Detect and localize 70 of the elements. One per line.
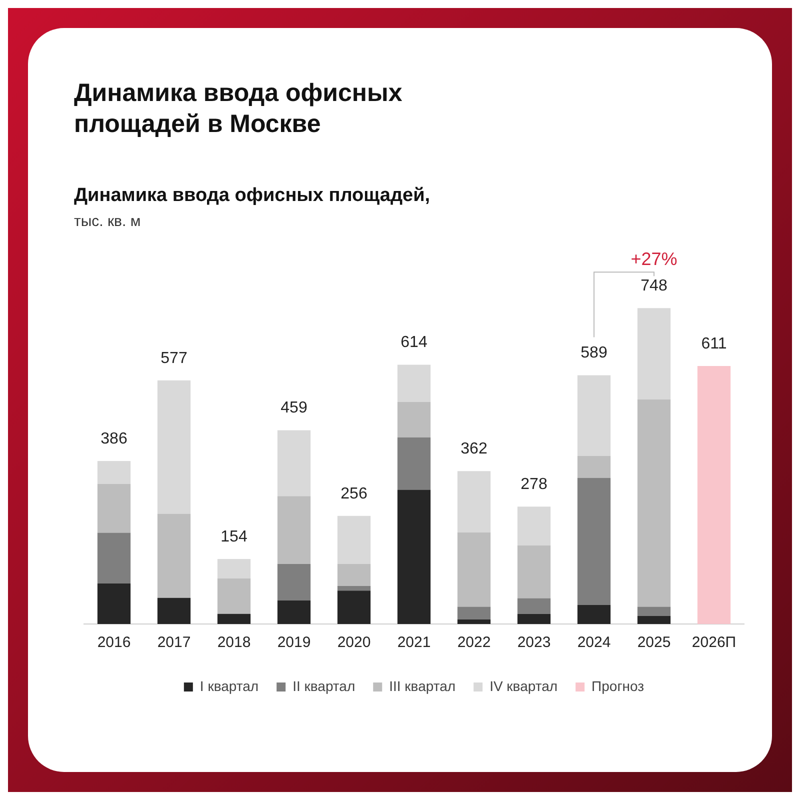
- bar: [517, 544, 551, 598]
- total-label: 614: [400, 334, 428, 351]
- chart-subtitle: Динамика ввода офисных площадей,: [74, 184, 432, 206]
- bar: [217, 578, 251, 614]
- bar: [217, 558, 251, 578]
- x-tick-label: 2025: [637, 634, 671, 651]
- legend-label: III квартал: [389, 677, 456, 694]
- bar: [277, 430, 311, 496]
- bar: [277, 496, 311, 564]
- x-tick-label: 2019: [277, 634, 311, 651]
- legend-label: IV квартал: [490, 677, 558, 694]
- total-label: 278: [520, 476, 548, 493]
- bar: [577, 477, 611, 604]
- bar: [97, 582, 131, 624]
- total-label: 154: [220, 528, 248, 545]
- bar: [637, 606, 671, 616]
- bar: [397, 489, 431, 624]
- bar: [277, 564, 311, 600]
- bar: [457, 618, 491, 624]
- bar: [637, 308, 671, 399]
- bar: [397, 364, 431, 402]
- bar: [517, 598, 551, 614]
- bar: [337, 586, 371, 590]
- bar: [277, 600, 311, 624]
- bar: [157, 513, 191, 598]
- bar: [637, 398, 671, 606]
- bar: [337, 590, 371, 624]
- total-label: 256: [340, 484, 368, 502]
- total-label: 459: [280, 399, 308, 416]
- legend-label: II квартал: [292, 677, 356, 694]
- bar: [397, 436, 431, 490]
- bar: [517, 613, 551, 624]
- bar: [157, 380, 191, 514]
- bar: [577, 604, 611, 624]
- bar: [97, 532, 131, 583]
- bar: [97, 483, 131, 532]
- total-label: 362: [460, 440, 488, 458]
- bar: [457, 532, 491, 606]
- bar: [97, 460, 131, 484]
- bar: [517, 506, 551, 545]
- text: тыс. кв. м: [74, 212, 142, 230]
- total-label: 589: [580, 344, 608, 362]
- bar: [697, 366, 731, 624]
- bar: [577, 374, 611, 456]
- x-tick-label: 2022: [457, 634, 491, 651]
- x-tick-label: 2021: [397, 634, 431, 651]
- annotation: +27%: [630, 248, 678, 269]
- total-label: 748: [640, 277, 668, 294]
- total-label: 386: [100, 430, 128, 447]
- legend-label: I квартал: [200, 677, 259, 694]
- x-tick-label: 2026П: [692, 634, 736, 651]
- chart-title: Динамика ввода офисных площадей в Москве: [74, 78, 404, 140]
- bar: [577, 455, 611, 478]
- bar: [337, 564, 371, 586]
- x-tick-label: 2018: [217, 634, 251, 651]
- bar: [157, 597, 191, 624]
- bar: [637, 615, 671, 624]
- x-tick-label: 2020: [337, 634, 371, 651]
- data-label: 611: [701, 334, 727, 352]
- bar: [457, 470, 491, 532]
- x-tick-label: 2023: [517, 634, 551, 651]
- total-label: 577: [160, 349, 188, 366]
- bar: [337, 515, 371, 564]
- x-tick-label: 2016: [97, 634, 131, 651]
- bar: [457, 606, 491, 619]
- x-tick-label: 2017: [157, 634, 191, 651]
- x-tick-label: 2024: [577, 634, 611, 651]
- legend-label: Прогноз: [592, 677, 644, 694]
- bar: [217, 613, 251, 624]
- bar: [397, 401, 431, 437]
